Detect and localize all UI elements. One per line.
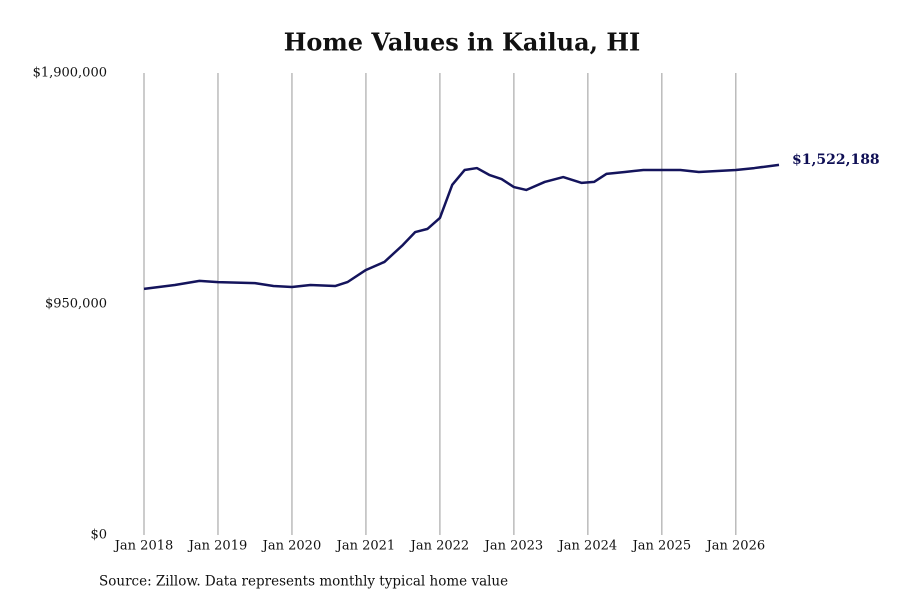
series-line <box>143 163 780 291</box>
x-tick-label: Jan 2022 <box>409 539 470 554</box>
y-tick-label: $0 <box>90 528 107 543</box>
x-tick-label: Jan 2024 <box>557 539 618 554</box>
x-tick-label: Jan 2026 <box>705 539 766 554</box>
x-tick-label: Jan 2025 <box>631 539 692 554</box>
y-tick-label: $950,000 <box>45 297 107 312</box>
chart-title: Home Values in Kailua, HI <box>284 28 641 57</box>
x-tick-label: Jan 2021 <box>335 539 396 554</box>
y-tick-label: $1,900,000 <box>33 66 107 81</box>
source-note: Source: Zillow. Data represents monthly … <box>99 574 508 590</box>
x-tick-label: Jan 2023 <box>483 539 544 554</box>
x-tick-label: Jan 2018 <box>113 539 174 554</box>
end-value-label: $1,522,188 <box>792 152 880 168</box>
x-tick-label: Jan 2020 <box>261 539 322 554</box>
x-tick-label: Jan 2019 <box>187 539 248 554</box>
